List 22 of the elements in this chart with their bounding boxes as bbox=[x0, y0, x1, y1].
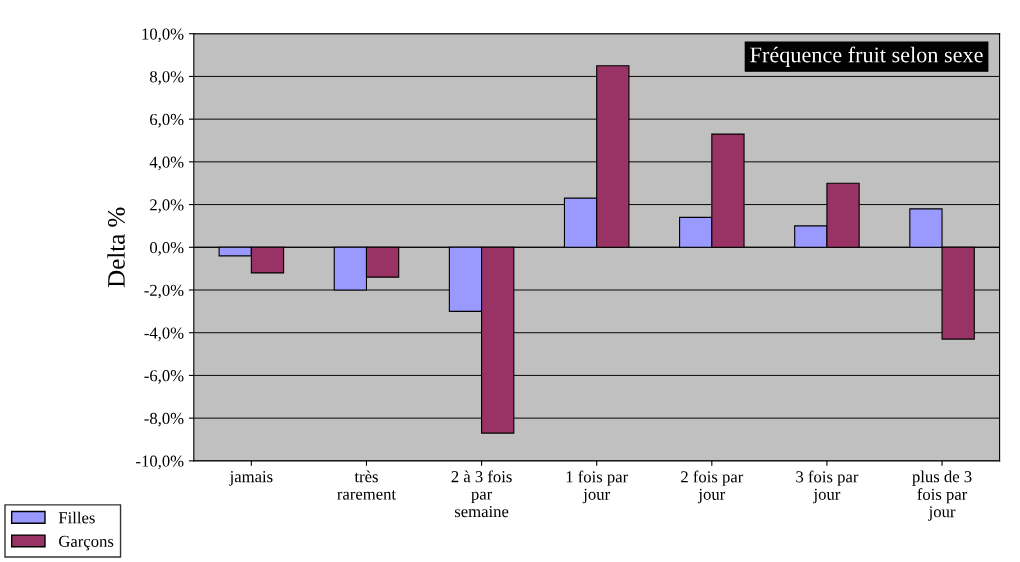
y-tick-label: -8,0% bbox=[144, 412, 184, 427]
y-tick-label: -4,0% bbox=[144, 327, 184, 342]
text: Fréquence fruit selon sexe bbox=[750, 46, 983, 67]
y-axis-title: Delta % bbox=[107, 207, 125, 288]
legend-label: Garçons bbox=[59, 535, 114, 551]
y-tick-label: 10,0% bbox=[142, 28, 184, 43]
x-tick-label: très rarement bbox=[337, 470, 396, 500]
y-tick-label: -2,0% bbox=[144, 284, 184, 299]
x-tick-label: plus de 3 fois par jour bbox=[912, 470, 972, 521]
y-tick-label: 6,0% bbox=[150, 113, 184, 128]
legend-label: Filles bbox=[58, 511, 95, 524]
x-tick-label: 3 fois par jour bbox=[796, 470, 859, 504]
x-tick-label: 1 fois par jour bbox=[566, 470, 629, 504]
y-tick-label: 8,0% bbox=[150, 71, 184, 85]
x-tick-label: 2 fois par jour bbox=[681, 470, 744, 504]
x-tick-label: 2 à 3 fois par semaine bbox=[451, 470, 512, 518]
x-tick-label: jamais bbox=[229, 471, 273, 486]
y-tick-label: 2,0% bbox=[150, 199, 184, 213]
y-tick-label: 4,0% bbox=[149, 156, 184, 171]
y-tick-label: -6,0% bbox=[144, 370, 184, 384]
y-tick-label: -10,0% bbox=[136, 455, 184, 470]
y-tick-label: 0,0% bbox=[150, 241, 184, 256]
